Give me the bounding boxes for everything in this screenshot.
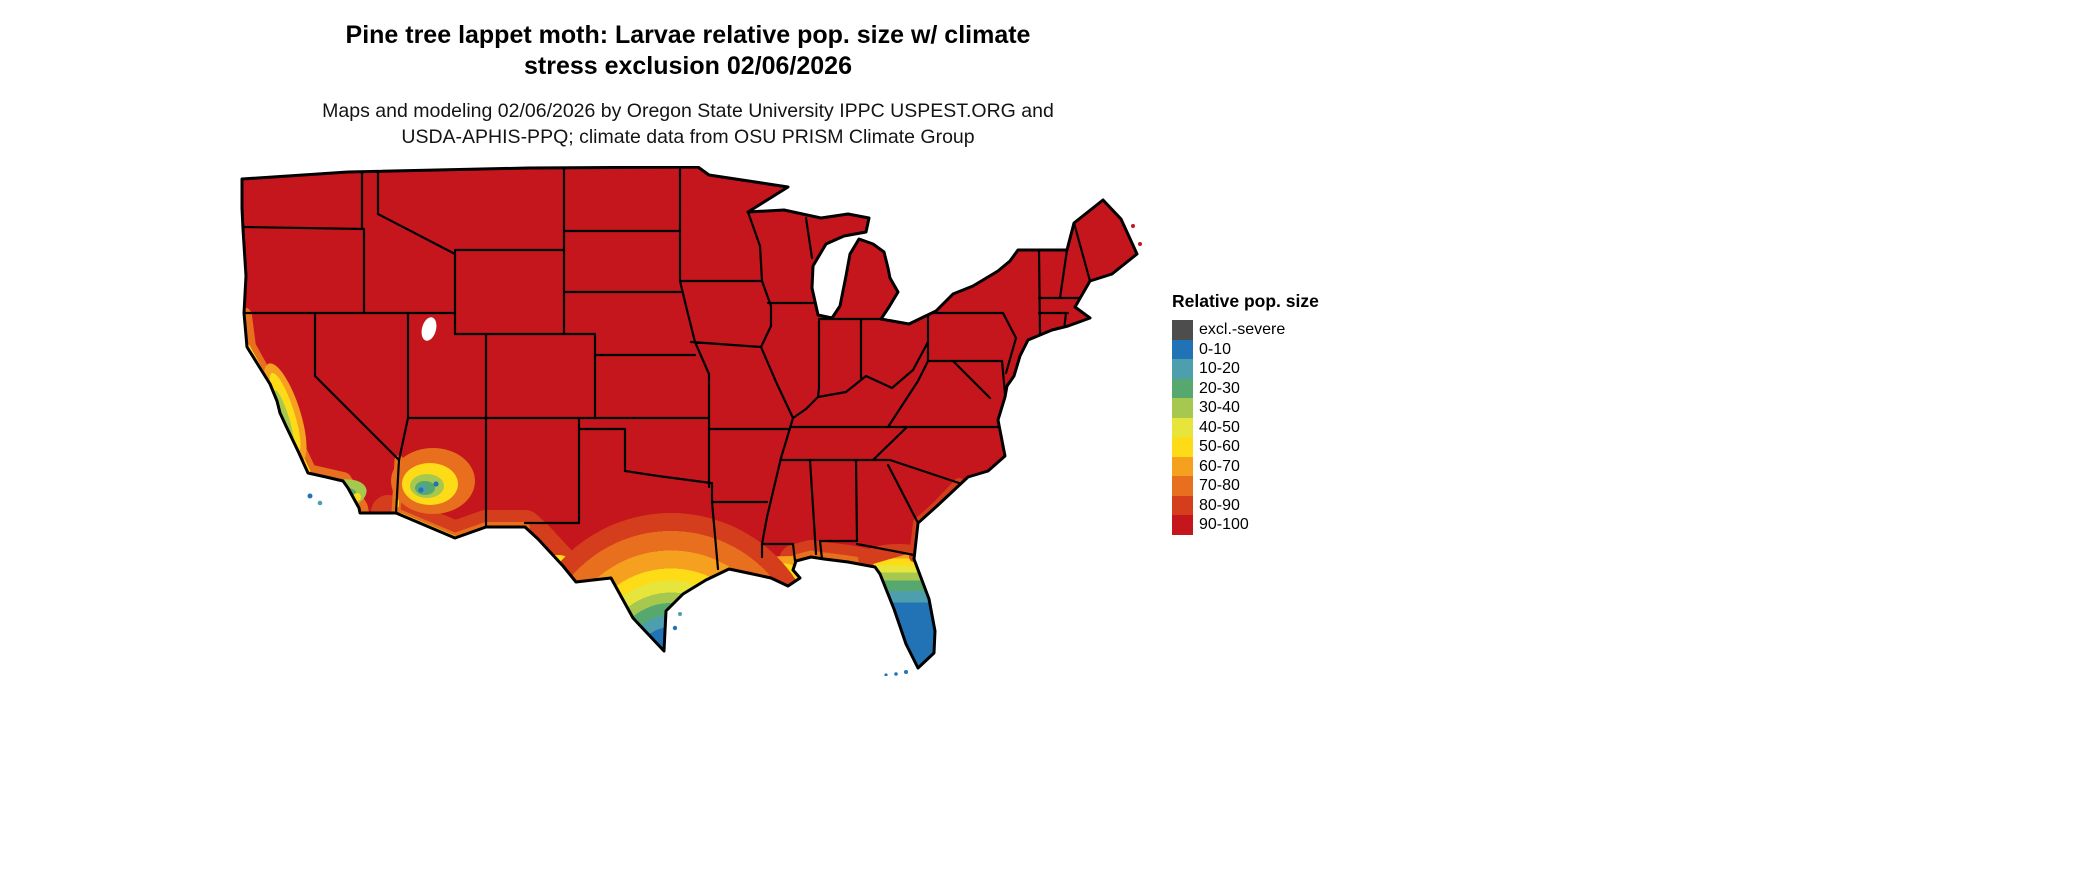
legend-swatch: [1172, 476, 1193, 496]
legend-swatch: [1172, 339, 1193, 359]
legend-label: 80-90: [1199, 496, 1240, 514]
legend-swatch: [1172, 320, 1193, 340]
legend-label: 90-100: [1199, 516, 1249, 533]
legend-item: 90-100: [1172, 515, 1319, 535]
state-borders: [242, 167, 1092, 571]
map-fill-layer: [242, 167, 1137, 668]
legend-swatch: [1172, 359, 1193, 379]
legend-label: 60-70: [1199, 457, 1240, 475]
great-salt-lake: [421, 317, 437, 341]
legend-swatch: [1172, 378, 1193, 398]
page-title-line2: stress exclusion 02/06/2026: [523, 52, 852, 80]
legend-label: 50-60: [1199, 438, 1240, 455]
florida-gradient-region: [873, 552, 935, 668]
legend-label: excl.-severe: [1199, 321, 1286, 338]
map-base-red: [242, 167, 1137, 668]
legend-title: Relative pop. size: [1172, 291, 1319, 311]
legend-swatch: [1172, 398, 1193, 418]
legend-swatch: [1172, 437, 1193, 457]
legend-item: 60-70: [1172, 456, 1319, 476]
legend-swatch: [1172, 456, 1193, 476]
legend-item: 0-10: [1172, 339, 1319, 359]
us-map-svg: [240, 166, 1142, 676]
legend-item: 40-50: [1172, 417, 1319, 437]
header: Pine tree lappet moth: Larvae relative p…: [0, 20, 1376, 150]
subtitle-line2: USDA-APHIS-PPQ; climate data from OSU PR…: [401, 126, 975, 148]
legend-label: 40-50: [1199, 418, 1240, 436]
us-choropleth-map: [228, 166, 1143, 676]
us-outline: [240, 166, 1139, 670]
legend-swatch: [1172, 515, 1193, 535]
page-title-line1: Pine tree lappet moth: Larvae relative p…: [345, 21, 1031, 49]
legend-label: 0-10: [1199, 340, 1232, 358]
subtitle: Maps and modeling 02/06/2026 by Oregon S…: [0, 98, 1376, 150]
legend-label: 10-20: [1199, 360, 1240, 377]
legend-item: 30-40: [1172, 398, 1319, 418]
legend-item: 10-20: [1172, 359, 1319, 379]
legend-item: 80-90: [1172, 495, 1319, 515]
legend-items: excl.-severe 0-10 10-20 20-30 30-40 40-50 50-6…: [1172, 320, 1319, 535]
legend-item: 70-80: [1172, 476, 1319, 496]
legend-item: 20-30: [1172, 378, 1319, 398]
offshore-islands: [307, 224, 1142, 676]
legend-label: 20-30: [1199, 379, 1240, 397]
legend-item: 50-60: [1172, 437, 1319, 457]
legend-swatch: [1172, 495, 1193, 515]
legend-item: excl.-severe: [1172, 320, 1319, 340]
legend-label: 30-40: [1199, 399, 1240, 416]
legend-swatch: [1172, 417, 1193, 437]
subtitle-line1: Maps and modeling 02/06/2026 by Oregon S…: [322, 100, 1054, 122]
legend-label: 70-80: [1199, 477, 1240, 494]
legend: Relative pop. size excl.-severe 0-10 10-20…: [1172, 290, 1319, 535]
